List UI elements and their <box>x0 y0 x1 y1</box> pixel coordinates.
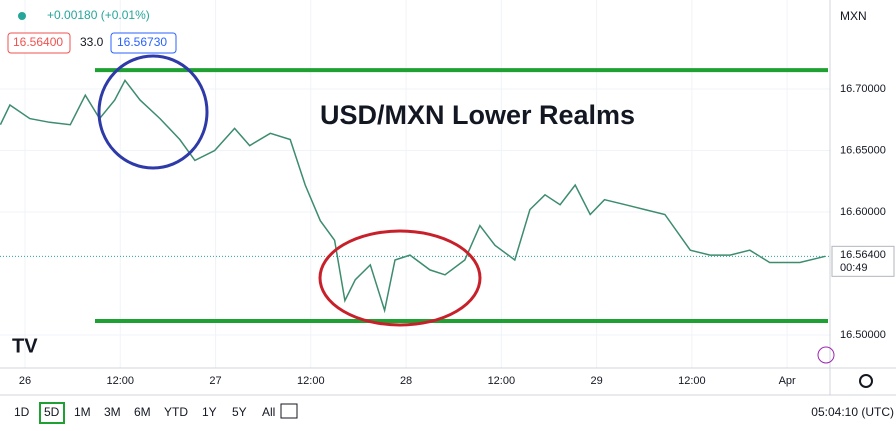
change: +0.00180 (+0.01%) <box>47 8 150 22</box>
plot <box>0 68 830 324</box>
ask-box[interactable] <box>110 32 177 54</box>
x-tick-label: 27 <box>209 375 221 387</box>
spread: 33.0 <box>80 35 104 49</box>
y-tick-label: 16.65000 <box>840 144 886 156</box>
range-button[interactable]: All <box>262 405 275 419</box>
x-tick-label: 29 <box>590 375 602 387</box>
countdown: 00:49 <box>840 262 868 274</box>
bid[interactable]: 16.56400 <box>13 35 63 49</box>
range-button[interactable]: 3M <box>104 405 121 419</box>
x-tick-label: 12:00 <box>297 375 325 387</box>
status-dot <box>18 12 26 20</box>
x-tick-label: 12:00 <box>107 375 135 387</box>
icon[interactable] <box>817 346 835 364</box>
clock: 05:04:10 (UTC) <box>811 405 894 419</box>
price-line <box>0 79 826 314</box>
logo: TV <box>12 335 38 357</box>
circle-annotation <box>318 229 482 327</box>
range-button[interactable]: 1M <box>74 405 91 419</box>
price-label: 16.56400 <box>840 249 886 261</box>
y-tick-label: 16.70000 <box>840 83 886 95</box>
range-button[interactable]: 1Y <box>202 405 217 419</box>
range-button[interactable]: 5D <box>44 405 60 419</box>
range-button[interactable]: 6M <box>134 405 151 419</box>
settings-icon[interactable] <box>859 374 873 388</box>
currency[interactable]: MXN <box>840 9 867 23</box>
x-tick-label: 28 <box>400 375 412 387</box>
x-tick-label: 12:00 <box>678 375 706 387</box>
bid-box[interactable] <box>7 32 71 54</box>
y-tick-label: 16.50000 <box>840 329 886 341</box>
price-label-box <box>831 245 895 277</box>
range-button[interactable]: YTD <box>164 405 188 419</box>
x-tick-label: 26 <box>19 375 31 387</box>
ask[interactable]: 16.56730 <box>117 35 167 49</box>
toolbar: 1D 5D 1M 3M 6M YTD 1Y 5Y All <box>14 402 275 424</box>
y-tick-label: 16.60000 <box>840 206 886 218</box>
range-button[interactable]: 1D <box>14 405 30 419</box>
grid <box>0 0 830 368</box>
range-button[interactable]: 5Y <box>232 405 247 419</box>
calendar-icon[interactable] <box>280 403 298 419</box>
x-tick-label: Apr <box>779 375 796 387</box>
active-range-box <box>39 402 65 424</box>
x-tick-label: 12:00 <box>488 375 516 387</box>
circle-annotation <box>97 54 209 170</box>
chart-title: USD/MXN Lower Realms <box>320 100 635 130</box>
